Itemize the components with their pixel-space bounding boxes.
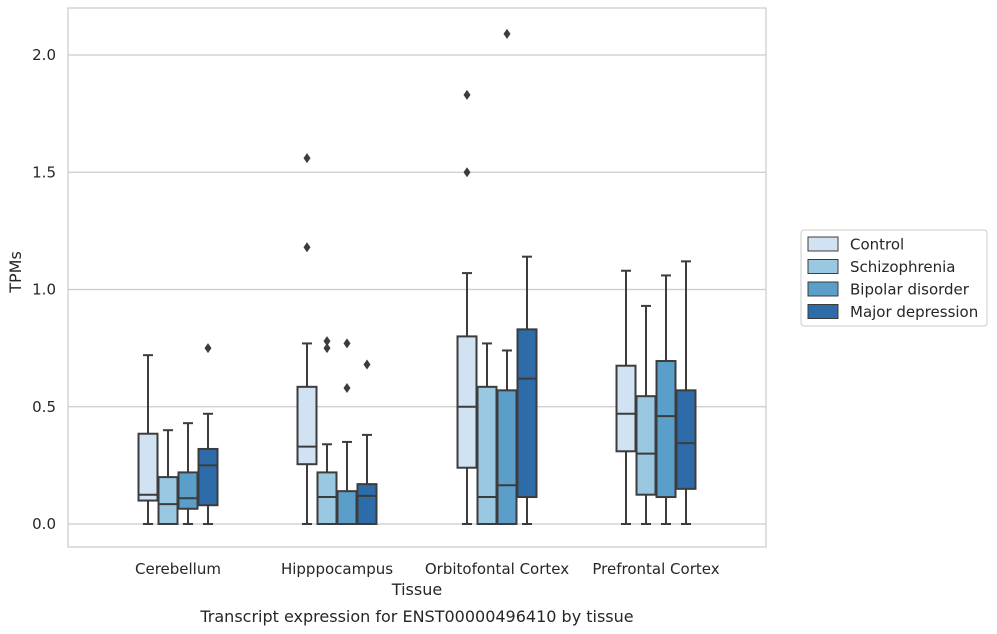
y-tick-label: 1.5 xyxy=(32,163,56,181)
outlier-point xyxy=(463,89,471,100)
outlier-point xyxy=(343,382,351,393)
legend-label: Major depression xyxy=(850,303,978,321)
y-tick-labels: 0.0 0.5 1.0 1.5 2.0 xyxy=(32,46,56,533)
box-iqr xyxy=(296,385,318,466)
box-major-depression xyxy=(197,343,219,525)
y-tick-label: 0.0 xyxy=(32,515,56,533)
outlier-point xyxy=(503,28,511,39)
outlier-point xyxy=(303,242,311,253)
box-control xyxy=(137,354,159,525)
y-tick-label: 1.0 xyxy=(32,281,56,299)
legend-swatch xyxy=(807,281,839,297)
x-tick-label: Prefrontal Cortex xyxy=(592,560,719,578)
outlier-point xyxy=(204,343,212,354)
legend-frame xyxy=(800,229,988,327)
box-iqr xyxy=(635,395,657,496)
legend-label: Control xyxy=(850,236,904,254)
legend-swatch xyxy=(807,236,839,252)
legend-swatch xyxy=(807,304,839,319)
box-bipolar-disorder xyxy=(177,422,199,525)
box-iqr xyxy=(137,432,159,502)
box-major-depression xyxy=(516,255,538,525)
box-major-depression xyxy=(356,359,378,526)
box-iqr xyxy=(675,389,697,490)
box-iqr xyxy=(316,471,338,526)
x-tick-label: Cerebellum xyxy=(135,560,221,578)
y-axis-label: TPMs xyxy=(6,251,25,294)
y-tick-label: 0.5 xyxy=(32,398,56,416)
box-schizophrenia xyxy=(316,336,338,526)
x-tick-label: Hipppocampus xyxy=(281,560,393,578)
box-iqr xyxy=(456,335,478,469)
legend-swatch xyxy=(807,259,839,274)
x-tick-label: Orbitofontal Cortex xyxy=(425,560,569,578)
box-groups xyxy=(137,28,697,526)
box-schizophrenia xyxy=(157,429,179,526)
chart-caption: Transcript expression for ENST0000049641… xyxy=(199,607,633,626)
box-iqr xyxy=(356,483,378,526)
box-iqr xyxy=(496,389,518,525)
box-iqr xyxy=(476,385,498,525)
outlier-point xyxy=(323,343,331,354)
x-tick-labels: Cerebellum Hipppocampus Orbitofontal Corte… xyxy=(135,560,720,578)
box-bipolar-disorder xyxy=(496,28,518,525)
box-major-depression xyxy=(675,260,697,525)
box-iqr xyxy=(336,490,358,526)
outlier-point xyxy=(303,153,311,164)
box-iqr xyxy=(157,476,179,526)
box-control xyxy=(296,153,318,525)
legend-label: Bipolar disorder xyxy=(850,281,970,299)
legend-label: Schizophrenia xyxy=(850,258,955,276)
box-iqr xyxy=(197,447,219,507)
outlier-point xyxy=(343,338,351,349)
x-axis-label: Tissue xyxy=(391,580,442,599)
box-iqr xyxy=(177,471,199,510)
y-tick-label: 2.0 xyxy=(32,46,56,64)
outlier-point xyxy=(323,336,331,347)
plot-frame xyxy=(67,7,767,548)
outlier-point xyxy=(363,359,371,370)
legend: Control Schizophrenia Bipolar disorder Majo… xyxy=(800,229,988,327)
box-iqr xyxy=(516,328,538,499)
box-iqr xyxy=(615,364,637,453)
outlier-point xyxy=(463,167,471,178)
box-iqr xyxy=(655,360,677,499)
